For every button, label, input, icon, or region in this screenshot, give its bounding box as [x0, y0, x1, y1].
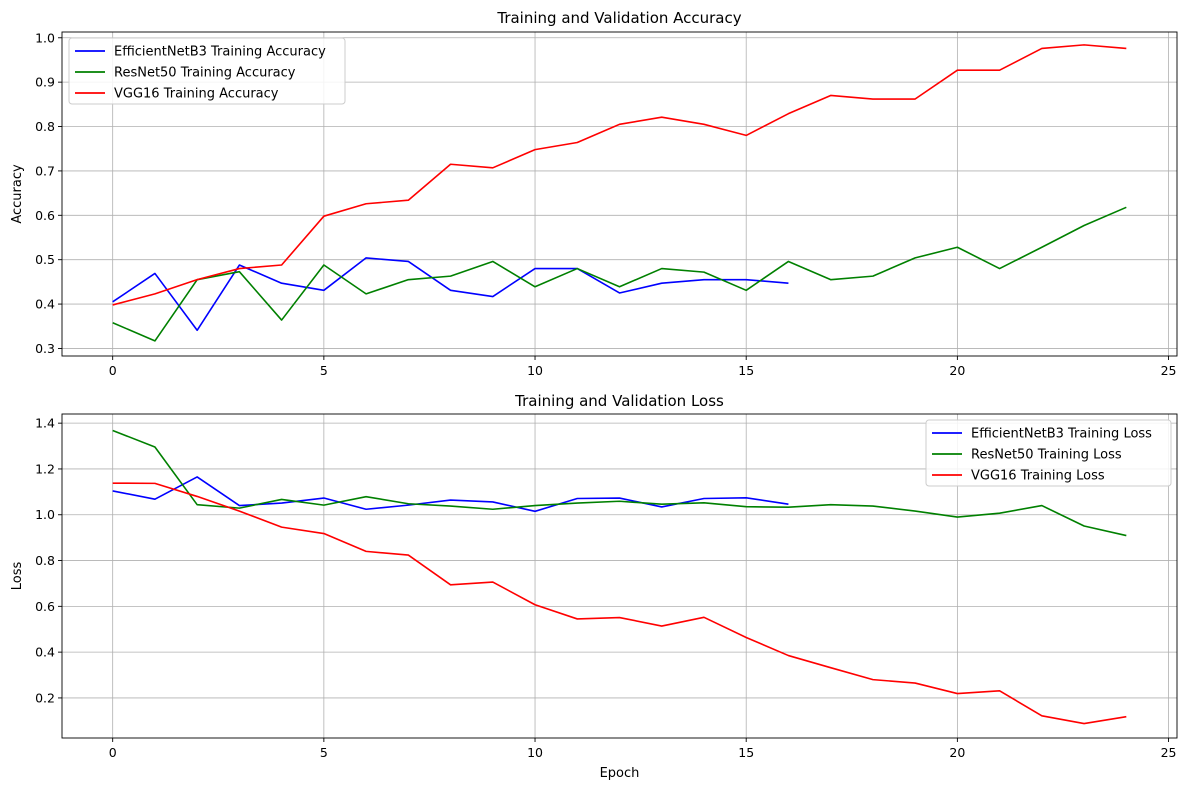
legend-box [925, 419, 1172, 487]
legend-label-0: EfficientNetB3 Training Loss [971, 427, 1152, 442]
axes-frame [61, 413, 1178, 739]
x-tick-label: 25 [1161, 745, 1177, 760]
x-tick-label: 5 [320, 745, 328, 760]
y-tick-label: 0.8 [35, 553, 55, 568]
chart-title: Training and Validation Accuracy [496, 9, 741, 27]
legend-label-0: EfficientNetB3 Training Accuracy [114, 45, 326, 60]
accuracy-chart: 0 5 10 15 20 25 0.3 0.4 0.5 0.6 0.7 0.8 0.9 1.0 Traini… [10, 9, 1178, 378]
y-tick-label: 0.6 [35, 208, 55, 223]
x-tick-label: 5 [320, 363, 328, 378]
chart-title: Training and Validation Loss [514, 392, 724, 410]
y-tick-label: 0.4 [35, 645, 55, 660]
legend-label-1: ResNet50 Training Accuracy [114, 66, 296, 81]
y-tick-label: 0.6 [35, 599, 55, 614]
y-tick-label: 0.4 [35, 297, 55, 312]
series-line-0 [112, 257, 789, 332]
loss-chart: 0 5 10 15 20 25 0.2 0.4 0.6 0.8 1.0 1.2 1.4 Training … [10, 392, 1178, 781]
series-line-1 [112, 429, 1127, 537]
x-tick-label: 20 [949, 745, 965, 760]
x-axis-label: Epoch [600, 766, 640, 781]
y-tick-label: 0.7 [35, 163, 55, 178]
y-tick-label: 0.3 [35, 341, 55, 356]
legend-box [68, 37, 346, 105]
legend-label-1: ResNet50 Training Loss [971, 448, 1122, 463]
series-line-2 [112, 482, 1127, 725]
x-tick-label: 0 [109, 745, 117, 760]
legend-label-2: VGG16 Training Loss [971, 469, 1105, 484]
y-tick-label: 0.8 [35, 119, 55, 134]
y-tick-label: 1.4 [35, 416, 55, 431]
x-tick-label: 0 [109, 363, 117, 378]
x-tick-label: 25 [1161, 363, 1177, 378]
x-tick-label: 20 [949, 363, 965, 378]
y-tick-label: 0.9 [35, 75, 55, 90]
y-tick-label: 0.5 [35, 252, 55, 267]
x-tick-label: 10 [527, 745, 543, 760]
x-tick-label: 10 [527, 363, 543, 378]
x-tick-label: 15 [738, 745, 754, 760]
y-tick-label: 1.0 [35, 507, 55, 522]
axes-frame [61, 31, 1178, 357]
y-tick-label: 1.0 [35, 30, 55, 45]
y-tick-label: 0.2 [35, 690, 55, 705]
y-axis-label: Accuracy [10, 164, 25, 224]
y-tick-label: 1.2 [35, 461, 55, 476]
x-tick-label: 15 [738, 363, 754, 378]
legend-label-2: VGG16 Training Accuracy [114, 87, 279, 102]
y-axis-label: Loss [10, 562, 25, 591]
series-line-1 [112, 206, 1127, 342]
series-line-2 [112, 44, 1127, 306]
